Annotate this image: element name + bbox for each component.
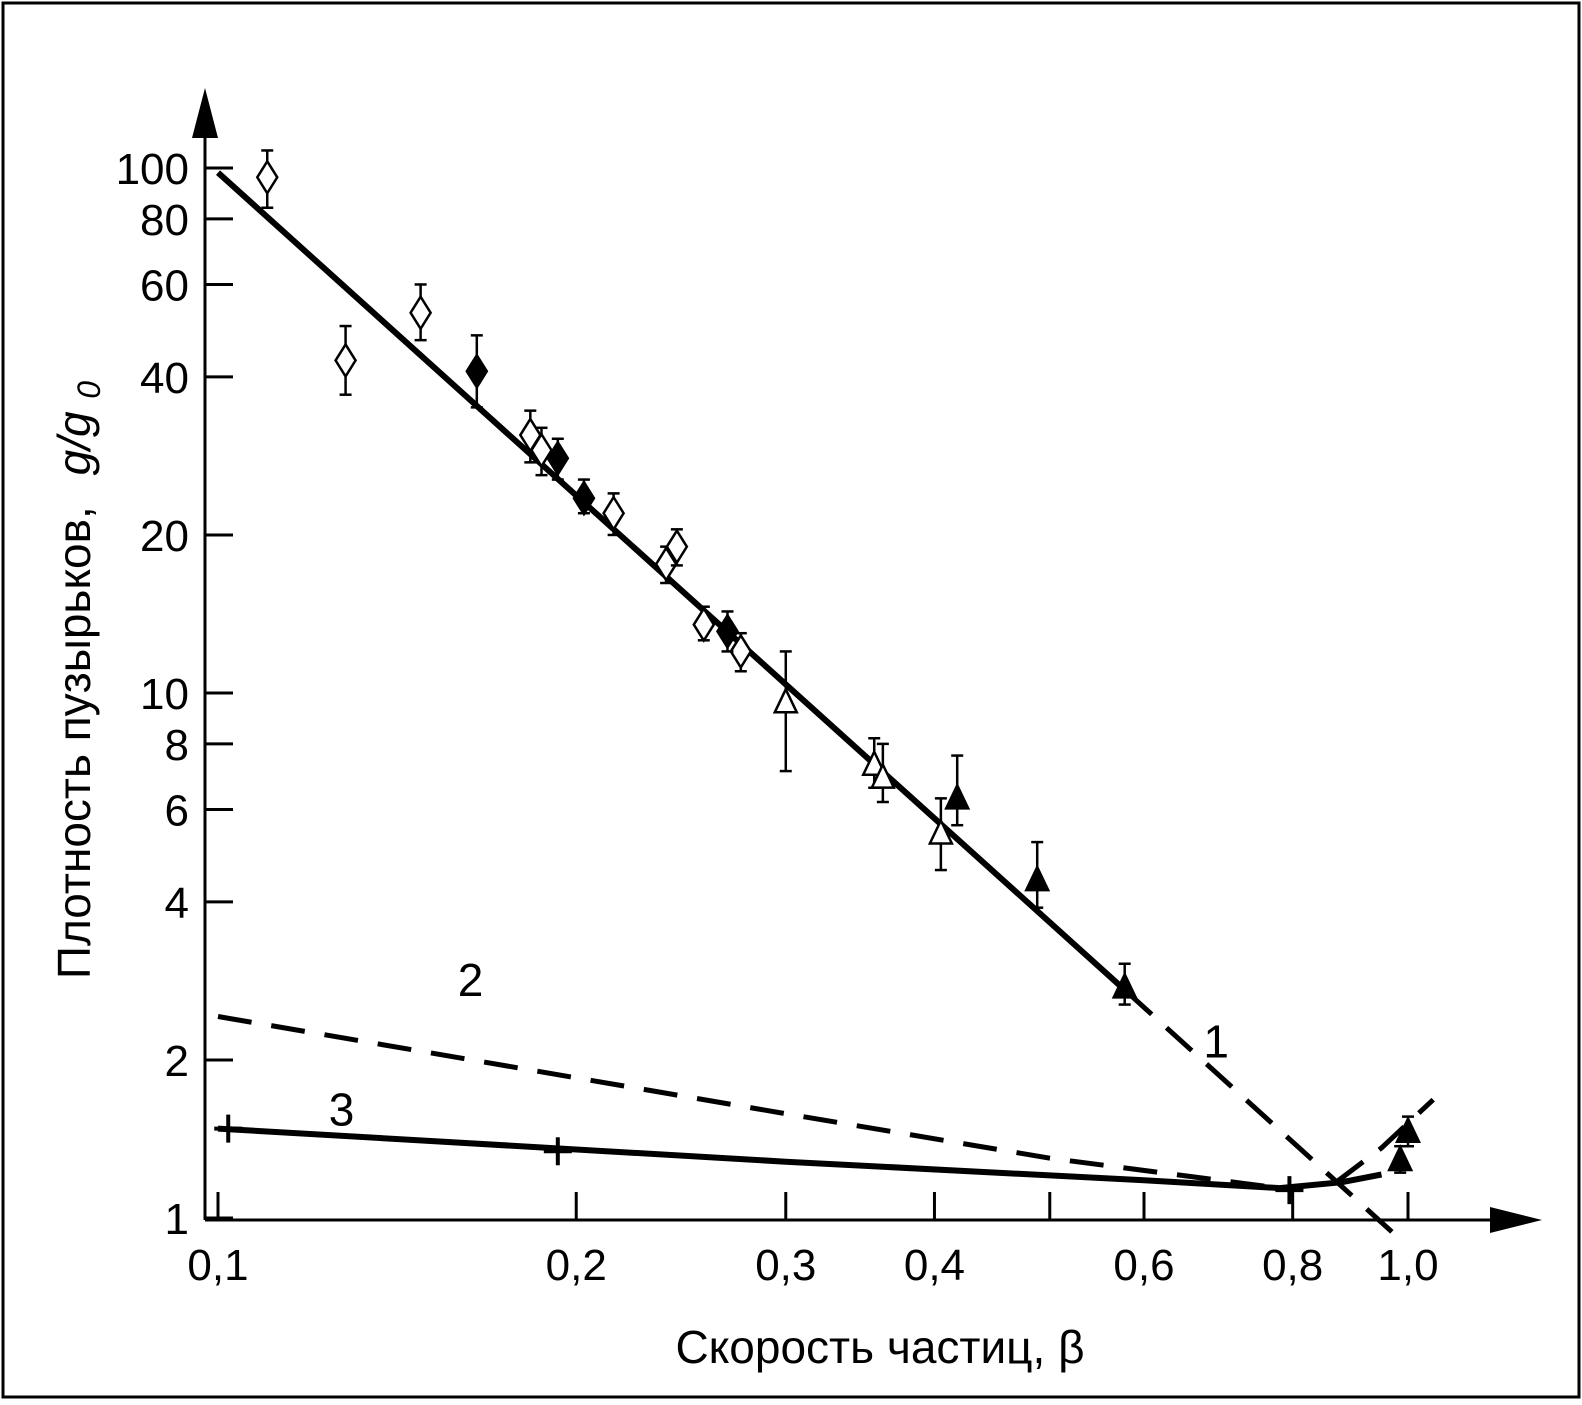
y-tick-label: 2 — [165, 1037, 189, 1086]
y-tick-label: 4 — [165, 879, 189, 928]
data-point-diamond-filled — [572, 479, 596, 517]
data-point-diamond-filled — [716, 613, 739, 650]
curves-layer: 1 2 3 — [215, 170, 1435, 1239]
curve-1-solid — [215, 170, 1129, 994]
curve-label-3: 3 — [329, 1084, 355, 1136]
x-axis-title: Скорость частиц, β — [675, 1321, 1084, 1373]
data-point-triangle-open — [772, 686, 799, 714]
y-axis-title-symbol: g/g — [48, 411, 100, 475]
curve-1-dashed — [1124, 989, 1400, 1239]
data-point-triangle-open — [927, 817, 954, 845]
y-axis-title-subscript: 0 — [71, 381, 107, 399]
y-tick-label: 20 — [140, 512, 189, 561]
data-point-diamond-open — [602, 494, 626, 532]
curve-2-dashed — [217, 1014, 1280, 1191]
x-tick-label: 0,1 — [187, 1241, 248, 1290]
data-point-triangle-filled — [1387, 1144, 1414, 1172]
y-tick-label: 60 — [140, 261, 189, 310]
labels-layer: Скорость частиц, β Плотность пузырьков, … — [48, 381, 1085, 1373]
data-point-triangle-open — [869, 761, 896, 789]
data-point-triangle-filled — [1111, 971, 1138, 999]
x-tick-label: 1,0 — [1377, 1241, 1438, 1290]
data-point-diamond-open — [692, 606, 716, 643]
curve-label-1: 1 — [1203, 1016, 1229, 1068]
data-point-diamond-filled — [465, 352, 489, 390]
y-tick-label: 100 — [116, 145, 189, 194]
data-point-diamond-open — [654, 545, 678, 583]
y-tick-label: 1 — [165, 1195, 189, 1244]
x-axis-arrow — [1490, 1207, 1542, 1233]
x-tick-label: 0,8 — [1262, 1241, 1323, 1290]
svg-text:Плотность пузырьков,: Плотность пузырьков, g/g 0 — [48, 381, 107, 979]
data-points-layer — [214, 149, 1421, 1205]
x-tick-label: 0,4 — [904, 1241, 965, 1290]
data-point-triangle-filled — [1395, 1115, 1421, 1143]
data-point-diamond-open — [729, 633, 753, 670]
curve-label-2: 2 — [458, 954, 484, 1006]
data-point-diamond-filled — [546, 439, 570, 477]
data-point-triangle-filled — [944, 782, 971, 810]
x-tick-label: 0,2 — [546, 1241, 607, 1290]
data-point-diamond-open — [665, 528, 689, 566]
data-point-diamond-open — [255, 158, 279, 196]
y-tick-label: 6 — [165, 786, 189, 835]
y-tick-label: 80 — [140, 196, 189, 245]
y-axis-arrow — [192, 88, 218, 138]
x-tick-label: 0,6 — [1113, 1241, 1174, 1290]
data-point-diamond-open — [409, 294, 433, 332]
y-tick-label: 8 — [165, 721, 189, 770]
y-tick-label: 10 — [140, 670, 189, 719]
data-point-triangle-filled — [1024, 864, 1051, 892]
curve-3-solid — [217, 1125, 1383, 1192]
y-axis-title-text: Плотность пузырьков, — [48, 506, 100, 979]
y-tick-label: 40 — [140, 354, 189, 403]
y-axis-title: Плотность пузырьков, g/g 0 — [48, 381, 107, 979]
x-tick-label: 0,3 — [755, 1241, 816, 1290]
curve-extra-dashed — [1334, 1097, 1435, 1185]
data-point-diamond-open — [334, 342, 358, 379]
